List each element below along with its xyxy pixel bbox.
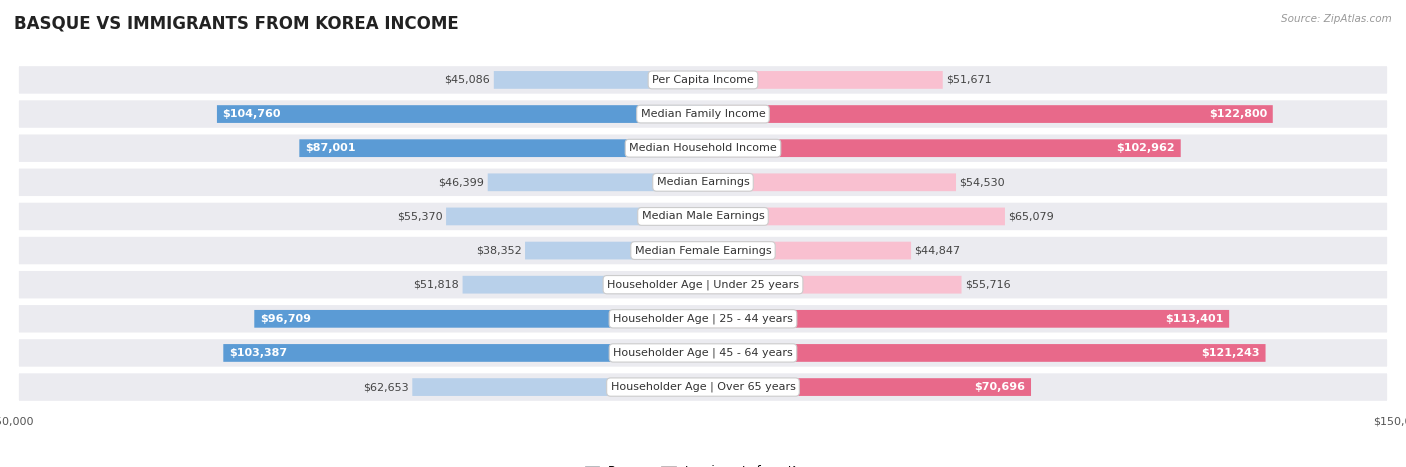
- Text: $102,962: $102,962: [1116, 143, 1175, 153]
- Text: Median Household Income: Median Household Income: [628, 143, 778, 153]
- Text: Householder Age | Over 65 years: Householder Age | Over 65 years: [610, 382, 796, 392]
- Text: Median Earnings: Median Earnings: [657, 177, 749, 187]
- FancyBboxPatch shape: [703, 207, 1005, 225]
- Text: $96,709: $96,709: [260, 314, 311, 324]
- Text: Median Family Income: Median Family Income: [641, 109, 765, 119]
- FancyBboxPatch shape: [17, 269, 1389, 300]
- FancyBboxPatch shape: [17, 235, 1389, 266]
- Legend: Basque, Immigrants from Korea: Basque, Immigrants from Korea: [579, 460, 827, 467]
- FancyBboxPatch shape: [17, 201, 1389, 232]
- FancyBboxPatch shape: [17, 372, 1389, 402]
- FancyBboxPatch shape: [703, 242, 911, 260]
- Text: Median Male Earnings: Median Male Earnings: [641, 212, 765, 221]
- Text: $62,653: $62,653: [363, 382, 409, 392]
- Text: Source: ZipAtlas.com: Source: ZipAtlas.com: [1281, 14, 1392, 24]
- Text: Householder Age | 25 - 44 years: Householder Age | 25 - 44 years: [613, 313, 793, 324]
- FancyBboxPatch shape: [412, 378, 703, 396]
- FancyBboxPatch shape: [703, 173, 956, 191]
- FancyBboxPatch shape: [299, 139, 703, 157]
- Text: $70,696: $70,696: [974, 382, 1025, 392]
- FancyBboxPatch shape: [254, 310, 703, 328]
- FancyBboxPatch shape: [524, 242, 703, 260]
- Text: $104,760: $104,760: [222, 109, 281, 119]
- FancyBboxPatch shape: [17, 304, 1389, 334]
- FancyBboxPatch shape: [494, 71, 703, 89]
- FancyBboxPatch shape: [17, 65, 1389, 95]
- Text: $65,079: $65,079: [1008, 212, 1054, 221]
- FancyBboxPatch shape: [703, 378, 1031, 396]
- FancyBboxPatch shape: [703, 276, 962, 294]
- Text: $113,401: $113,401: [1166, 314, 1223, 324]
- FancyBboxPatch shape: [17, 167, 1389, 198]
- Text: $55,716: $55,716: [965, 280, 1011, 290]
- FancyBboxPatch shape: [17, 338, 1389, 368]
- Text: $51,671: $51,671: [946, 75, 991, 85]
- Text: $44,847: $44,847: [914, 246, 960, 255]
- Text: $51,818: $51,818: [413, 280, 460, 290]
- FancyBboxPatch shape: [703, 139, 1181, 157]
- FancyBboxPatch shape: [703, 105, 1272, 123]
- Text: Per Capita Income: Per Capita Income: [652, 75, 754, 85]
- FancyBboxPatch shape: [217, 105, 703, 123]
- Text: $38,352: $38,352: [475, 246, 522, 255]
- FancyBboxPatch shape: [224, 344, 703, 362]
- FancyBboxPatch shape: [17, 99, 1389, 129]
- FancyBboxPatch shape: [463, 276, 703, 294]
- FancyBboxPatch shape: [703, 310, 1229, 328]
- Text: $87,001: $87,001: [305, 143, 356, 153]
- FancyBboxPatch shape: [446, 207, 703, 225]
- FancyBboxPatch shape: [703, 71, 943, 89]
- FancyBboxPatch shape: [488, 173, 703, 191]
- Text: BASQUE VS IMMIGRANTS FROM KOREA INCOME: BASQUE VS IMMIGRANTS FROM KOREA INCOME: [14, 14, 458, 32]
- Text: $122,800: $122,800: [1209, 109, 1267, 119]
- Text: $54,530: $54,530: [959, 177, 1005, 187]
- Text: Median Female Earnings: Median Female Earnings: [634, 246, 772, 255]
- Text: Householder Age | Under 25 years: Householder Age | Under 25 years: [607, 279, 799, 290]
- Text: $121,243: $121,243: [1202, 348, 1260, 358]
- Text: $46,399: $46,399: [439, 177, 484, 187]
- FancyBboxPatch shape: [17, 133, 1389, 163]
- Text: $103,387: $103,387: [229, 348, 287, 358]
- FancyBboxPatch shape: [703, 344, 1265, 362]
- Text: $45,086: $45,086: [444, 75, 491, 85]
- Text: $55,370: $55,370: [396, 212, 443, 221]
- Text: Householder Age | 45 - 64 years: Householder Age | 45 - 64 years: [613, 348, 793, 358]
